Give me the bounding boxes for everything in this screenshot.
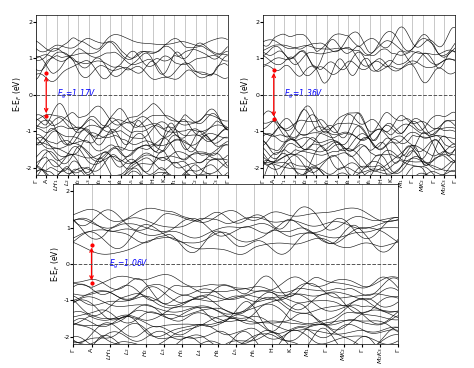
Text: E$_g$=1.36V: E$_g$=1.36V [284,88,324,101]
Text: E$_g$=1.06V: E$_g$=1.06V [109,258,149,270]
Text: (b): (b) [351,215,367,225]
Y-axis label: E-E$_F$ (eV): E-E$_F$ (eV) [50,246,63,282]
Y-axis label: E-E$_F$ (eV): E-E$_F$ (eV) [12,77,25,113]
Text: E$_g$=1.17V: E$_g$=1.17V [57,88,95,101]
Y-axis label: E-E$_F$ (eV): E-E$_F$ (eV) [239,77,252,113]
Text: (a): (a) [124,215,139,225]
